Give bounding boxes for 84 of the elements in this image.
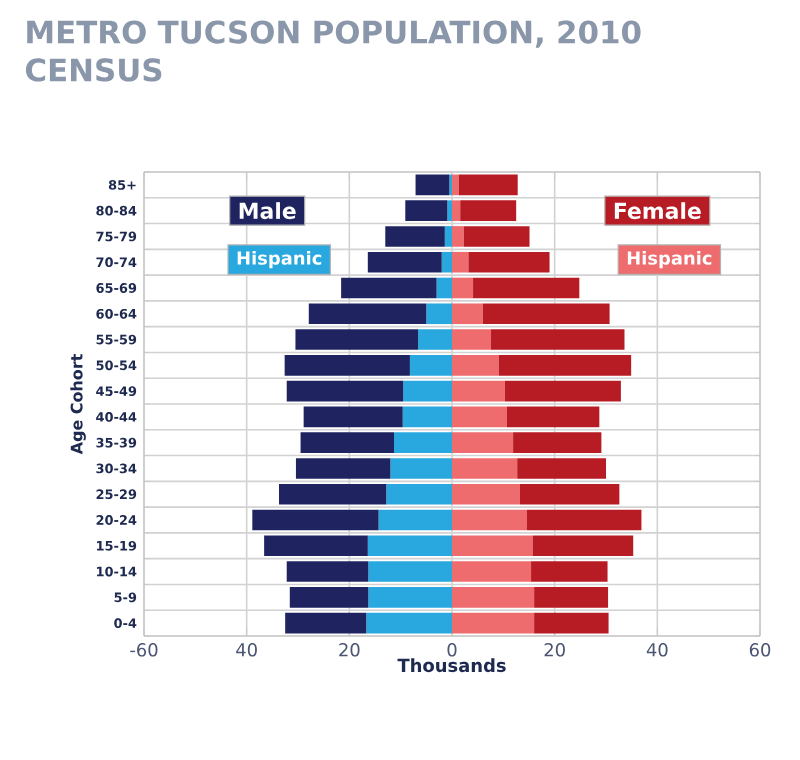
bar [532, 535, 634, 557]
x-tick-label: 20 [339, 643, 360, 657]
bar [366, 612, 453, 634]
bar [418, 329, 453, 350]
bar [402, 406, 453, 428]
bar [390, 458, 453, 479]
bar [378, 509, 453, 531]
bar [452, 483, 520, 505]
bar [452, 535, 533, 557]
bar [534, 587, 609, 608]
bar [452, 380, 505, 402]
bar [534, 612, 609, 634]
bar [286, 561, 369, 582]
bar [303, 406, 403, 428]
bar [394, 432, 453, 453]
bar [452, 277, 474, 299]
bar [385, 226, 445, 247]
bar [482, 303, 610, 325]
bar [289, 587, 369, 608]
bar [517, 458, 607, 479]
bar [519, 483, 620, 505]
bar [452, 303, 483, 325]
bar [367, 535, 453, 557]
text: Hispanic [237, 250, 322, 269]
bar [436, 277, 453, 299]
bar [452, 561, 532, 582]
bar [452, 174, 459, 196]
bar [403, 380, 453, 402]
bar [295, 329, 419, 350]
x-tick-label: 40 [236, 643, 257, 657]
bar [473, 277, 580, 299]
bar [367, 251, 442, 273]
bar [447, 200, 453, 221]
text: Female [614, 202, 701, 220]
bar [452, 200, 461, 221]
x-tick-label: 0 [447, 643, 457, 657]
bar [444, 226, 453, 247]
bar [504, 380, 621, 402]
bar [498, 355, 632, 376]
bar [526, 509, 642, 531]
bar [368, 587, 453, 608]
bar [463, 226, 530, 247]
bar [452, 251, 469, 273]
bar [458, 174, 518, 196]
bar [300, 432, 394, 453]
bar [452, 587, 535, 608]
bar [468, 251, 550, 273]
bar [415, 174, 450, 196]
bar [491, 329, 625, 350]
bar [284, 355, 410, 376]
bar [452, 355, 499, 376]
bar [252, 509, 379, 531]
bar [441, 251, 453, 273]
bar [452, 509, 527, 531]
bar [308, 303, 427, 325]
chart-title: METRO TUCSON POPULATION, 2010 CENSUS [25, 20, 641, 82]
bar [452, 612, 535, 634]
bar [452, 432, 514, 453]
bar [286, 380, 404, 402]
bar [409, 355, 453, 376]
x-tick-label: 20 [544, 643, 565, 657]
text: Male [239, 202, 296, 220]
bar [368, 561, 453, 582]
bar [264, 535, 368, 557]
bar [341, 277, 437, 299]
bar [386, 483, 453, 505]
bar [426, 303, 453, 325]
bar [285, 612, 367, 634]
bar [405, 200, 448, 221]
x-tick-label: -60 [130, 643, 158, 657]
x-tick-label: 40 [646, 643, 668, 657]
bar [460, 200, 517, 221]
bar [452, 226, 464, 247]
bar [452, 458, 518, 479]
bar [295, 458, 391, 479]
x-tick-label: 60 [749, 643, 771, 657]
bar [506, 406, 600, 428]
bar [279, 483, 387, 505]
bar [531, 561, 608, 582]
bar [452, 329, 492, 350]
bar [513, 432, 602, 453]
text: Hispanic [627, 250, 712, 269]
x-axis-title: Thousands [397, 658, 506, 673]
bar [452, 406, 507, 428]
